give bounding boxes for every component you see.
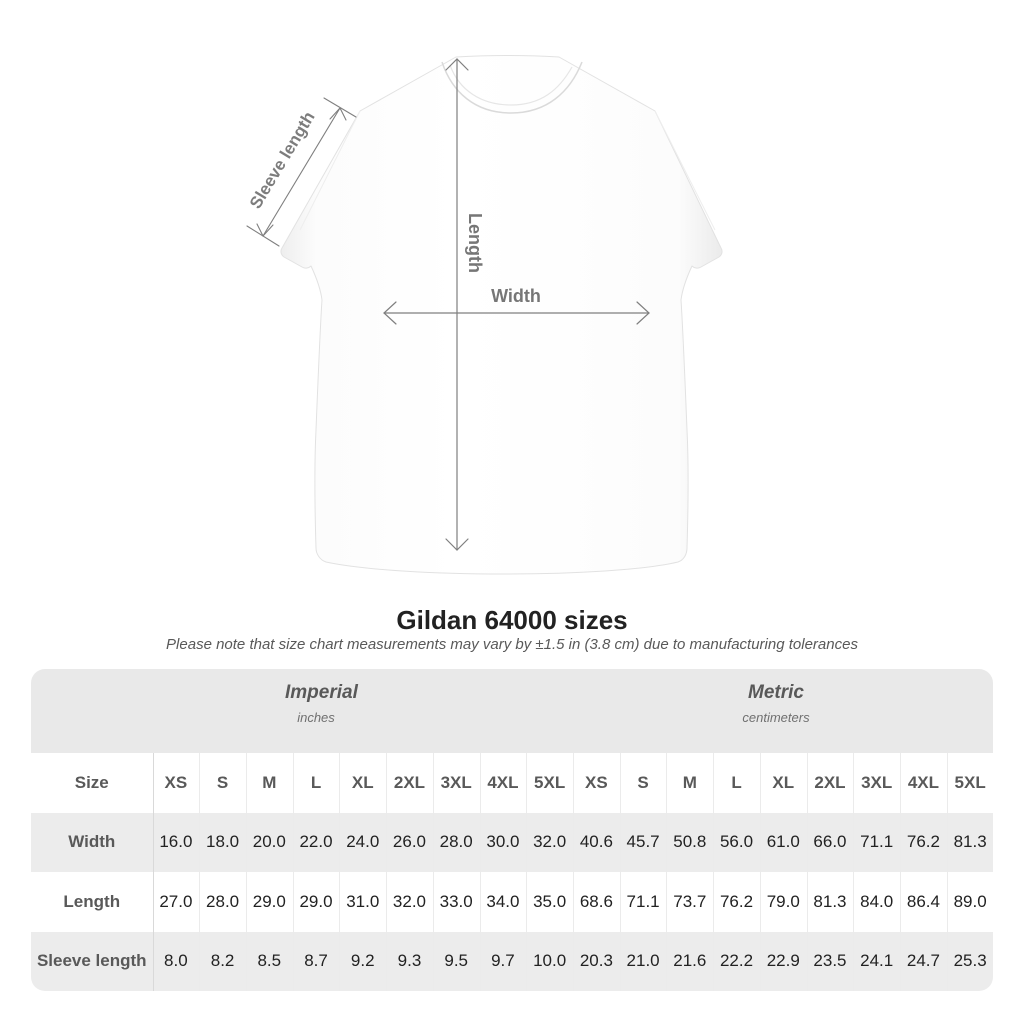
svg-text:Length: Length (465, 213, 485, 273)
svg-text:Sleeve length: Sleeve length (246, 108, 319, 212)
svg-text:Width: Width (491, 286, 541, 306)
